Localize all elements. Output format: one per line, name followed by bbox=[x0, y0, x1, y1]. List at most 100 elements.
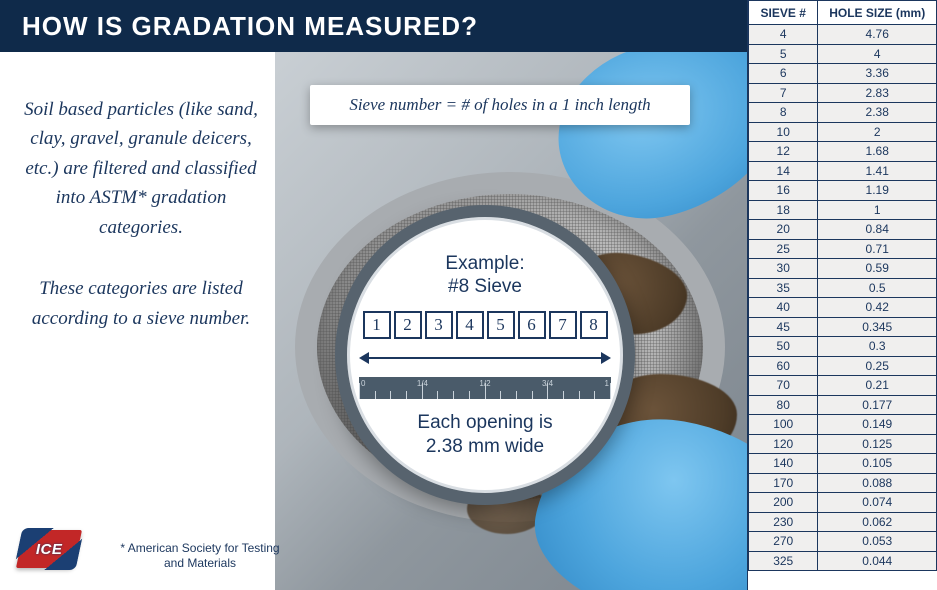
cell-sieve-number: 45 bbox=[749, 317, 818, 337]
table-row: 82.38 bbox=[749, 103, 937, 123]
width-arrow bbox=[359, 351, 611, 365]
table-row: 1000.149 bbox=[749, 415, 937, 435]
table-row: 1200.125 bbox=[749, 434, 937, 454]
table-row: 3250.044 bbox=[749, 551, 937, 571]
cell-sieve-number: 230 bbox=[749, 512, 818, 532]
cell-sieve-number: 70 bbox=[749, 376, 818, 396]
magnifier-example: Example: #8 Sieve 1 2 3 4 5 6 7 8 0 1/4 … bbox=[335, 205, 635, 505]
example-caption: Each opening is 2.38 mm wide bbox=[417, 411, 552, 459]
body-para-1: Soil based particles (like sand, clay, g… bbox=[16, 95, 266, 242]
table-row: 200.84 bbox=[749, 220, 937, 240]
table-row: 2700.053 bbox=[749, 532, 937, 552]
cell-sieve-number: 4 bbox=[749, 25, 818, 45]
cell-sieve-number: 100 bbox=[749, 415, 818, 435]
cell-sieve-number: 18 bbox=[749, 200, 818, 220]
cell-hole-size: 0.149 bbox=[818, 415, 937, 435]
sieve-table-wrap: SIEVE # HOLE SIZE (mm) 44.765463.3672.83… bbox=[747, 0, 937, 590]
table-row: 1700.088 bbox=[749, 473, 937, 493]
hole-box: 4 bbox=[456, 311, 484, 339]
cell-sieve-number: 40 bbox=[749, 298, 818, 318]
table-row: 44.76 bbox=[749, 25, 937, 45]
cell-hole-size: 2.83 bbox=[818, 83, 937, 103]
ruler-label: 3/4 bbox=[542, 379, 553, 388]
cell-hole-size: 0.5 bbox=[818, 278, 937, 298]
footnote: * American Society for Testing and Mater… bbox=[110, 541, 290, 572]
table-row: 600.25 bbox=[749, 356, 937, 376]
table-row: 54 bbox=[749, 44, 937, 64]
table-row: 121.68 bbox=[749, 142, 937, 162]
sieve-table: SIEVE # HOLE SIZE (mm) 44.765463.3672.83… bbox=[748, 0, 937, 571]
hole-box: 6 bbox=[518, 311, 546, 339]
cell-hole-size: 0.125 bbox=[818, 434, 937, 454]
table-row: 161.19 bbox=[749, 181, 937, 201]
cell-sieve-number: 20 bbox=[749, 220, 818, 240]
cell-hole-size: 4 bbox=[818, 44, 937, 64]
table-row: 350.5 bbox=[749, 278, 937, 298]
cell-sieve-number: 12 bbox=[749, 142, 818, 162]
body-para-2: These categories are listed according to… bbox=[16, 274, 266, 333]
cell-sieve-number: 50 bbox=[749, 337, 818, 357]
table-row: 300.59 bbox=[749, 259, 937, 279]
ruler-label: 1 bbox=[605, 379, 609, 388]
table-row: 63.36 bbox=[749, 64, 937, 84]
col-header-hole: HOLE SIZE (mm) bbox=[818, 1, 937, 25]
body-text: Soil based particles (like sand, clay, g… bbox=[16, 95, 266, 333]
hole-box: 1 bbox=[363, 311, 391, 339]
cell-sieve-number: 140 bbox=[749, 454, 818, 474]
cell-hole-size: 0.71 bbox=[818, 239, 937, 259]
cell-sieve-number: 25 bbox=[749, 239, 818, 259]
cell-hole-size: 0.053 bbox=[818, 532, 937, 552]
table-row: 700.21 bbox=[749, 376, 937, 396]
formula-callout: Sieve number = # of holes in a 1 inch le… bbox=[310, 85, 690, 125]
table-row: 1400.105 bbox=[749, 454, 937, 474]
brand-logo-text: ICE bbox=[36, 541, 63, 558]
table-row: 181 bbox=[749, 200, 937, 220]
hole-box: 3 bbox=[425, 311, 453, 339]
ruler-label: 0 bbox=[361, 379, 365, 388]
cell-sieve-number: 200 bbox=[749, 493, 818, 513]
cell-hole-size: 0.044 bbox=[818, 551, 937, 571]
example-title-line1: Example: bbox=[445, 253, 524, 274]
cell-hole-size: 0.84 bbox=[818, 220, 937, 240]
cell-sieve-number: 325 bbox=[749, 551, 818, 571]
cell-hole-size: 0.25 bbox=[818, 356, 937, 376]
table-row: 2300.062 bbox=[749, 512, 937, 532]
cell-sieve-number: 14 bbox=[749, 161, 818, 181]
cell-hole-size: 0.177 bbox=[818, 395, 937, 415]
cell-sieve-number: 30 bbox=[749, 259, 818, 279]
cell-sieve-number: 270 bbox=[749, 532, 818, 552]
cell-hole-size: 0.3 bbox=[818, 337, 937, 357]
table-row: 800.177 bbox=[749, 395, 937, 415]
cell-sieve-number: 16 bbox=[749, 181, 818, 201]
table-row: 400.42 bbox=[749, 298, 937, 318]
brand-logo: ICE bbox=[16, 530, 82, 568]
cell-hole-size: 0.088 bbox=[818, 473, 937, 493]
holes-row: 1 2 3 4 5 6 7 8 bbox=[363, 311, 608, 339]
cell-sieve-number: 7 bbox=[749, 83, 818, 103]
cell-hole-size: 2.38 bbox=[818, 103, 937, 123]
cell-hole-size: 3.36 bbox=[818, 64, 937, 84]
cell-sieve-number: 5 bbox=[749, 44, 818, 64]
table-row: 102 bbox=[749, 122, 937, 142]
caption-line1: Each opening is bbox=[417, 412, 552, 433]
cell-hole-size: 0.21 bbox=[818, 376, 937, 396]
cell-hole-size: 1.41 bbox=[818, 161, 937, 181]
table-row: 450.345 bbox=[749, 317, 937, 337]
hole-box: 8 bbox=[580, 311, 608, 339]
cell-hole-size: 0.42 bbox=[818, 298, 937, 318]
cell-hole-size: 1.68 bbox=[818, 142, 937, 162]
cell-hole-size: 1.19 bbox=[818, 181, 937, 201]
table-row: 500.3 bbox=[749, 337, 937, 357]
page-title: HOW IS GRADATION MEASURED? bbox=[22, 11, 478, 42]
table-row: 141.41 bbox=[749, 161, 937, 181]
cell-sieve-number: 170 bbox=[749, 473, 818, 493]
cell-hole-size: 0.59 bbox=[818, 259, 937, 279]
cell-sieve-number: 10 bbox=[749, 122, 818, 142]
hole-box: 5 bbox=[487, 311, 515, 339]
cell-sieve-number: 35 bbox=[749, 278, 818, 298]
cell-hole-size: 0.074 bbox=[818, 493, 937, 513]
caption-line2: 2.38 mm wide bbox=[426, 436, 544, 457]
page: HOW IS GRADATION MEASURED? Sieve number … bbox=[0, 0, 937, 590]
table-row: 72.83 bbox=[749, 83, 937, 103]
ruler-labels: 0 1/4 1/2 3/4 1 bbox=[359, 379, 611, 388]
